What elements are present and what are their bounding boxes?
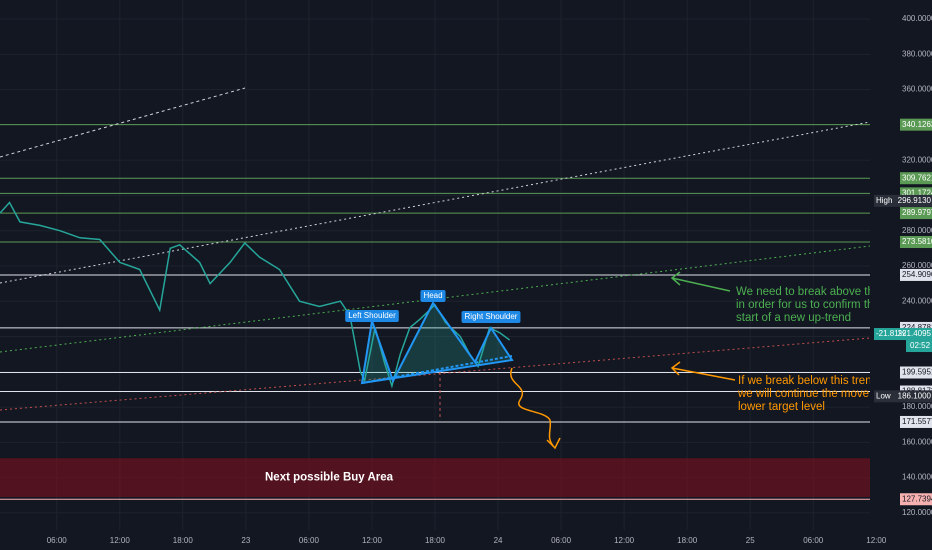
x-tick-label: 06:00 [299,536,320,545]
annotation: in order for us to confirm the [736,299,880,311]
badge-value: 296.9130 [898,196,932,205]
pattern [360,301,514,385]
badge-value: 221.4095 [898,329,932,338]
zones: Next possible Buy Area [0,458,870,498]
trend-line [0,337,871,411]
trend-line [0,245,871,353]
level-label: 301.1724 [902,188,932,197]
annotation: We need to break above this trend [736,286,912,298]
level-tag [900,207,932,220]
level-tag [900,118,932,131]
pattern-label-bg [461,311,521,323]
x-tick-label: 06:00 [47,536,68,545]
neckline [361,355,513,384]
x-tick-label: 12:00 [110,536,131,545]
annotation: start of a new up-trend [736,312,851,324]
annotation: lower target level [738,401,825,413]
pattern-label-bg [420,290,446,302]
level-tag [900,268,932,281]
pattern-labels: Left Shoulder Head Right Shoulder [345,290,521,323]
levels [0,124,870,500]
badge-value: 186.1000 [898,391,932,400]
pattern-label-bg [345,310,399,322]
level-label: 309.7621 [902,173,932,182]
x-tick-label: 24 [494,536,503,545]
x-tick-label: 25 [746,536,755,545]
x-tick-label: 18:00 [173,536,194,545]
badge [874,194,932,207]
level-tag [900,415,932,428]
x-tick-label: 12:00 [866,536,887,545]
level-label: 289.9797 [902,208,932,217]
badge [874,328,932,341]
arrow [670,271,731,292]
x-tick-label: 23 [241,536,250,545]
pattern-label: Right Shoulder [465,312,518,321]
badge-name: -21.81% [876,329,906,338]
buy-zone [0,458,870,498]
level-label: 171.5577 [902,417,932,426]
x-tick-label: 06:00 [551,536,572,545]
x-tick-label: 06:00 [803,536,824,545]
pattern-label: Head [423,291,442,300]
countdown: 02:52 [910,341,931,350]
level-tag [900,236,932,249]
countdown-bg [906,340,932,353]
level-tag [900,172,932,185]
trend-line [0,87,246,158]
arrow [670,361,736,381]
annotation: we will continue the move to a [737,388,892,400]
x-tick-label: 18:00 [425,536,446,545]
pattern-label: Left Shoulder [348,311,396,320]
badge-name: High [876,196,892,205]
badge-name: Low [876,391,891,400]
arrow [510,367,561,450]
level-label: 127.7394 [902,494,932,503]
annotation: If we break below this trend line [738,375,899,387]
badge [874,390,932,403]
zone-label: Next possible Buy Area [265,472,394,484]
level-tag [900,366,932,379]
x-tick-label: 12:00 [362,536,383,545]
x-tick-label: 12:00 [614,536,635,545]
level-label: 273.5810 [902,237,932,246]
level-tag [900,493,932,506]
level-label: 254.9096 [902,270,932,279]
x-tick-label: 18:00 [677,536,698,545]
time-axis-bg [0,530,932,550]
